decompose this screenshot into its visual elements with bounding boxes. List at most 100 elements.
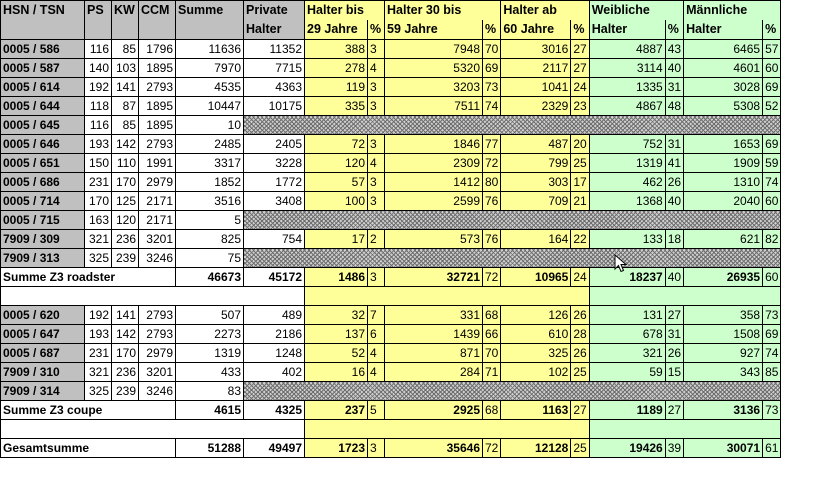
halter-ab-60-cell: 799 — [500, 153, 572, 173]
hatched-empty-cell — [242, 248, 782, 268]
header-pct: % — [570, 20, 590, 40]
weibliche-cell: 1368 — [588, 191, 666, 211]
halter-bis-29-pct-cell: 3 — [367, 77, 385, 97]
table-row: 0005 / 651 150 110 1991 3317 3228 120 4 2309 72 79… — [0, 153, 782, 173]
header-halter-ab-60: Halter ab — [500, 0, 590, 20]
hsn-tsn-cell: 0005 / 646 — [0, 134, 85, 154]
halter-30-59-pct-cell: 72 — [481, 153, 502, 173]
summe-cell: 3317 — [175, 153, 244, 173]
ccm-cell: 2793 — [138, 134, 176, 154]
ps-cell: 321 — [84, 362, 112, 382]
ccm-cell: 2979 — [138, 172, 176, 192]
private-cell: 3408 — [243, 191, 305, 211]
halter-ab-60-pct-cell: 25 — [570, 153, 590, 173]
sum-w: 19426 — [588, 438, 666, 458]
summe-cell: 2485 — [175, 134, 244, 154]
maennliche-pct-cell: 60 — [762, 58, 782, 78]
halter-bis-29-pct-cell: 3 — [367, 39, 385, 59]
table-row: 0005 / 614 192 141 2793 4535 4363 119 3 3203 73 10… — [0, 77, 782, 97]
halter-30-59-cell: 2599 — [384, 191, 483, 211]
kw-cell: 239 — [111, 381, 139, 401]
header-pct: % — [481, 20, 502, 40]
sum-m: 30071 — [683, 438, 764, 458]
header-halter-30-59-2: 59 Jahre — [384, 20, 483, 40]
sum-m-pct: 73 — [762, 400, 782, 420]
sum-summe: 4615 — [175, 400, 244, 420]
maennliche-pct-cell: 82 — [762, 229, 782, 249]
ps-cell: 193 — [84, 324, 112, 344]
coupe-sum-section: Summe Z3 coupe 4615 4325 237 5 2925 68 1… — [0, 400, 782, 458]
table-row: 0005 / 586 116 85 1796 11636 11352 388 3 7948 70 3… — [0, 39, 782, 59]
halter-bis-29-cell: 72 — [304, 134, 368, 154]
halter-ab-60-pct-cell: 25 — [570, 362, 590, 382]
halter-bis-29-pct-cell: 3 — [367, 172, 385, 192]
hsn-tsn-cell: 0005 / 714 — [0, 191, 85, 211]
weibliche-cell: 462 — [588, 172, 666, 192]
weibliche-cell: 131 — [588, 305, 666, 325]
maennliche-pct-cell: 69 — [762, 134, 782, 154]
sum-h29: 1486 — [304, 267, 368, 287]
kba-halter-table: HSN / TSN PS KW CCM Summe Private Halter… — [0, 0, 782, 458]
ps-cell: 192 — [84, 77, 112, 97]
halter-ab-60-cell: 487 — [500, 134, 572, 154]
halter-bis-29-cell: 16 — [304, 362, 368, 382]
ps-cell: 321 — [84, 229, 112, 249]
halter-bis-29-pct-cell: 6 — [367, 324, 385, 344]
spacer-row — [0, 419, 782, 439]
summe-cell: 83 — [175, 381, 244, 401]
summe-cell: 10 — [175, 115, 244, 135]
summe-cell: 11636 — [175, 39, 244, 59]
maennliche-cell: 1653 — [683, 134, 764, 154]
weibliche-pct-cell: 31 — [664, 134, 685, 154]
sum-w-pct: 40 — [664, 267, 685, 287]
halter-30-59-cell: 1846 — [384, 134, 483, 154]
header-pct: % — [664, 20, 685, 40]
sum-w-pct: 39 — [664, 438, 685, 458]
hsn-tsn-cell: 7909 / 309 — [0, 229, 85, 249]
sum-h3059: 2925 — [384, 400, 483, 420]
maennliche-cell: 2040 — [683, 191, 764, 211]
ccm-cell: 3246 — [138, 381, 176, 401]
halter-ab-60-pct-cell: 24 — [570, 77, 590, 97]
sum-m-pct: 61 — [762, 438, 782, 458]
hsn-tsn-cell: 0005 / 715 — [0, 210, 85, 230]
sum-m-pct: 60 — [762, 267, 782, 287]
sum-m: 3136 — [683, 400, 764, 420]
header-halter-30-59: Halter 30 bis — [383, 0, 502, 20]
summe-cell: 433 — [175, 362, 244, 382]
weibliche-pct-cell: 31 — [664, 77, 685, 97]
sum-h29: 1723 — [304, 438, 368, 458]
halter-bis-29-pct-cell: 4 — [367, 362, 385, 382]
sum-summe: 46673 — [175, 267, 244, 287]
halter-30-59-pct-cell: 70 — [481, 343, 502, 363]
private-cell: 489 — [243, 305, 305, 325]
halter-ab-60-cell: 2329 — [500, 96, 572, 116]
sum-h3059: 35646 — [384, 438, 483, 458]
ccm-cell: 2793 — [138, 77, 176, 97]
table-row: 7909 / 313 325 239 3246 75 — [0, 248, 782, 268]
weibliche-pct-cell: 40 — [664, 58, 685, 78]
halter-30-59-pct-cell: 69 — [481, 58, 502, 78]
halter-bis-29-cell: 137 — [304, 324, 368, 344]
maennliche-cell: 4601 — [683, 58, 764, 78]
ccm-cell: 1895 — [138, 115, 176, 135]
ccm-cell: 1895 — [138, 96, 176, 116]
ps-cell: 118 — [84, 96, 112, 116]
hsn-tsn-cell: 7909 / 310 — [0, 362, 85, 382]
ccm-cell: 1991 — [138, 153, 176, 173]
hatched-empty-cell — [242, 210, 782, 230]
header-private-2: Halter — [243, 20, 305, 40]
ps-cell: 140 — [84, 58, 112, 78]
maennliche-cell: 5308 — [683, 96, 764, 116]
coupe-sum-row: Summe Z3 coupe 4615 4325 237 5 2925 68 1… — [0, 400, 782, 420]
private-cell: 2405 — [243, 134, 305, 154]
kw-cell: 141 — [111, 77, 139, 97]
halter-ab-60-pct-cell: 22 — [570, 229, 590, 249]
halter-ab-60-pct-cell: 20 — [570, 134, 590, 154]
table-row: 0005 / 644 118 87 1895 10447 10175 335 3 7511 74 2… — [0, 96, 782, 116]
spacer-row — [0, 286, 782, 306]
halter-bis-29-pct-cell: 4 — [367, 153, 385, 173]
sum-label: Summe Z3 coupe — [0, 400, 176, 420]
sum-private: 49497 — [243, 438, 305, 458]
maennliche-pct-cell: 69 — [762, 324, 782, 344]
